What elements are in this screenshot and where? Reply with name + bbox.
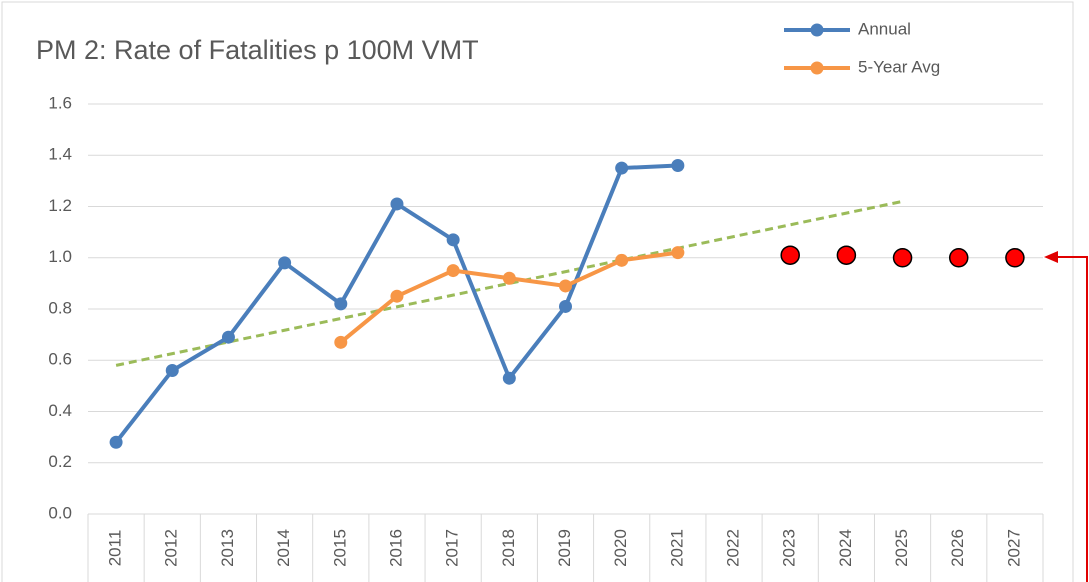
x-tick-label: 2012 [162,529,181,567]
y-tick-label: 1.6 [48,93,72,112]
series-marker [165,364,179,377]
series-marker [109,435,123,449]
y-tick-label: 0.4 [48,401,72,420]
x-tick-label: 2016 [386,529,405,567]
arrow-head [1044,251,1058,263]
arrow-line [1056,256,1088,582]
legend-marker [810,23,824,37]
trendline [115,199,903,367]
series-marker [446,264,460,278]
x-tick-label: 2021 [667,529,686,567]
series-marker [559,299,572,313]
x-tick-label: 2024 [836,529,855,567]
x-tick-label: 2017 [443,529,462,567]
series-marker [615,161,629,175]
x-tick-label: 2022 [724,529,743,567]
series-marker [671,246,685,260]
x-tick-label: 2020 [611,529,630,567]
x-tick-label: 2019 [555,529,574,567]
x-tick-label: 2027 [1004,529,1023,567]
x-tick-label: 2023 [780,529,799,567]
series-marker [334,335,348,349]
series-marker [221,330,235,344]
y-tick-label: 1.0 [48,247,72,266]
series-marker [502,271,516,285]
y-tick-label: 0.0 [48,503,72,522]
series-marker [559,279,572,293]
series-marker [446,233,460,247]
series-marker [502,371,516,385]
x-tick-label: 2015 [330,529,349,567]
x-tick-label: 2025 [892,529,911,567]
x-tick-label: 2013 [218,529,237,567]
series-marker [390,289,404,303]
legend-marker [810,61,824,75]
series-marker [390,197,404,211]
x-tick-label: 2011 [106,530,125,567]
legend-label: 5-Year Avg [858,57,940,76]
x-tick-label: 2018 [499,529,518,567]
target-marker [948,248,969,268]
legend-label: Annual [858,19,911,38]
target-arrow [1044,251,1088,582]
y-tick-label: 1.2 [48,196,72,215]
target-marker [892,248,913,268]
y-tick-label: 0.8 [48,298,72,317]
y-tick-label: 0.6 [48,350,72,369]
target-marker [780,245,800,265]
target-marker [836,245,857,265]
series-marker [278,256,292,270]
series-marker [615,253,629,267]
target-marker [1005,248,1025,268]
y-tick-label: 1.4 [48,145,72,164]
chart-title: PM 2: Rate of Fatalities p 100M VMT [36,35,479,65]
x-tick-label: 2026 [948,529,967,567]
y-tick-label: 0.2 [48,452,72,471]
series-marker [334,297,348,311]
x-tick-label: 2014 [274,529,293,567]
series-marker [671,159,685,172]
